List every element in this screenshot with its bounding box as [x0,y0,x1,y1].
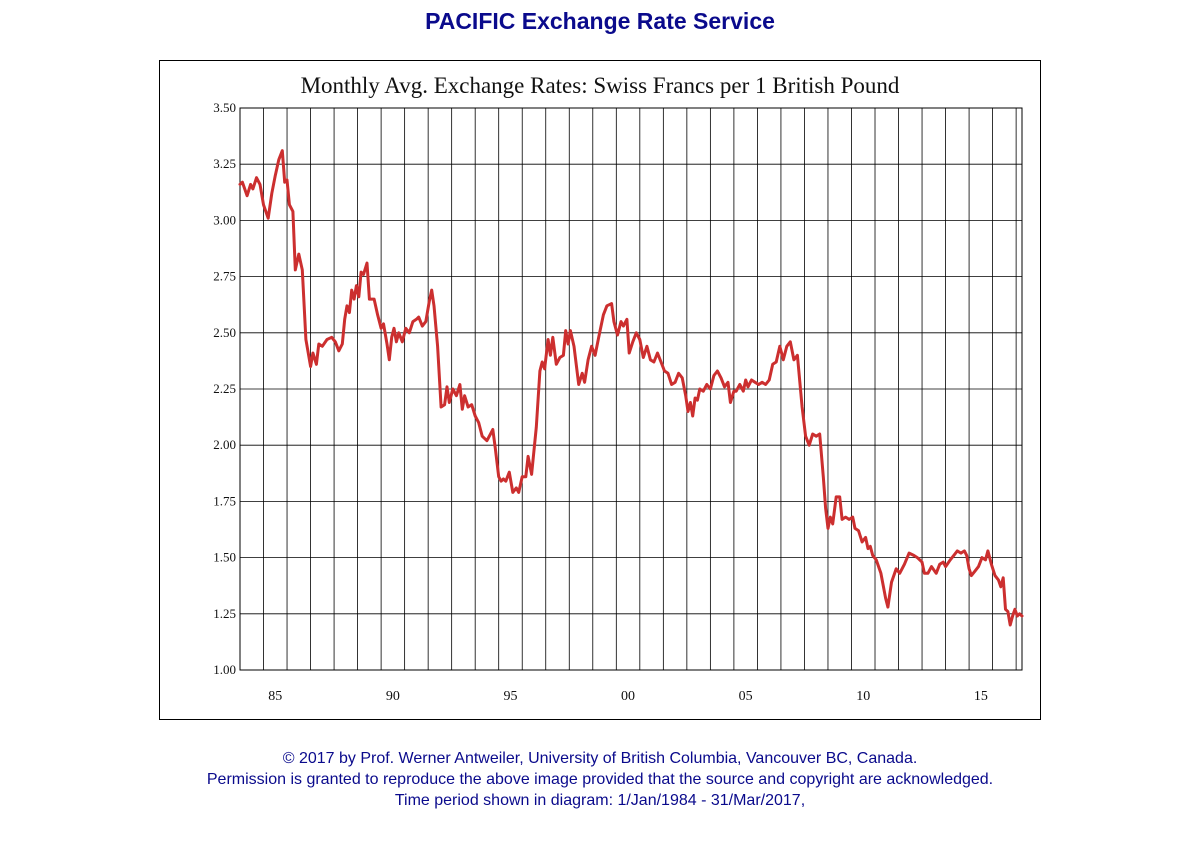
y-tick-label: 1.25 [213,606,236,621]
series-layer [238,149,1024,627]
site-title: PACIFIC Exchange Rate Service [425,8,775,34]
x-tick-label: 95 [503,689,517,704]
y-tick-label: 2.00 [213,437,236,452]
y-tick-label: 2.75 [213,269,236,284]
y-tick-label: 1.00 [213,662,236,677]
permission-text: Permission is granted to reproduce the a… [206,771,994,788]
axis-layer: 1.00 1.25 1.50 1.75 2.00 2.25 2.50 2.75 3.00 3.25… [213,100,988,704]
copyright-text: © 2017 by Prof. Werner Antweiler, Univer… [282,750,918,767]
series-line [238,149,1024,627]
x-tick-label: 05 [739,689,753,704]
x-tick-label: 85 [268,689,282,704]
chart-frame: Monthly Avg. Exchange Rates: Swiss Franc… [159,60,1041,720]
y-tick-label: 3.25 [213,156,236,171]
x-tick-label: 10 [856,689,870,704]
footer: © 2017 by Prof. Werner Antweiler, Univer… [0,748,1200,811]
exchange-rate-chart: Monthly Avg. Exchange Rates: Swiss Franc… [213,73,1024,704]
y-tick-label: 3.50 [213,100,236,115]
chart-title: Monthly Avg. Exchange Rates: Swiss Franc… [301,73,900,98]
y-tick-label: 1.50 [213,550,236,565]
time-period-text: Time period shown in diagram: 1/Jan/1984… [394,792,806,809]
x-tick-label: 90 [386,689,400,704]
x-tick-label: 15 [974,689,988,704]
y-tick-label: 2.50 [213,325,236,340]
grid-layer [239,107,1023,671]
y-tick-label: 1.75 [213,493,236,508]
y-tick-label: 3.00 [213,212,236,227]
y-tick-label: 2.25 [213,381,236,396]
x-tick-label: 00 [621,689,635,704]
